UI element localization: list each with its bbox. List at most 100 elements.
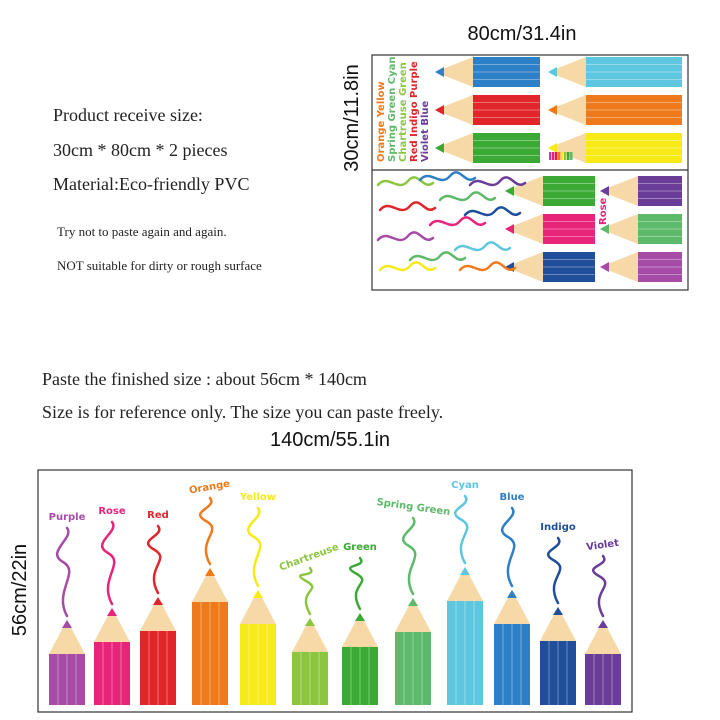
pencil-wood bbox=[505, 214, 543, 244]
squiggle bbox=[428, 216, 487, 227]
squiggle bbox=[376, 176, 435, 187]
pencil-tip bbox=[62, 620, 72, 628]
sheet-width: 80cm/31.4in bbox=[468, 23, 577, 45]
info-line: Product receive size: bbox=[53, 105, 203, 125]
pencil-wood bbox=[505, 252, 543, 282]
pencil-wood bbox=[140, 597, 176, 631]
pencil-label: Green bbox=[343, 542, 377, 553]
sheet-label: Violet Blue bbox=[420, 100, 431, 162]
pencil-body bbox=[494, 624, 530, 705]
pencil-tip bbox=[253, 590, 263, 598]
pencil-body bbox=[586, 133, 682, 163]
pencil-tip bbox=[553, 607, 563, 615]
swatch bbox=[567, 152, 570, 160]
pencil-tip bbox=[435, 67, 444, 77]
squiggle bbox=[376, 231, 435, 242]
squiggle bbox=[378, 261, 437, 272]
pencil-body bbox=[395, 632, 431, 705]
squiggle bbox=[55, 526, 71, 618]
sheet-label: Orange Yellow bbox=[376, 81, 387, 162]
pencil-tip bbox=[505, 224, 514, 234]
pencil-label: Yellow bbox=[239, 492, 276, 503]
sheet-label: Chartreuse Green bbox=[398, 62, 409, 162]
finished-line: Size is for reference only. The size you… bbox=[42, 402, 443, 422]
pencil-wood bbox=[395, 598, 431, 632]
pencil-wood bbox=[600, 252, 638, 282]
squiggle bbox=[408, 251, 467, 262]
pencil-label: Violet bbox=[586, 538, 620, 553]
pencil-wood bbox=[494, 590, 530, 624]
squiggle bbox=[348, 556, 364, 611]
pencil-body bbox=[543, 176, 595, 206]
pencil-label: Blue bbox=[500, 492, 525, 503]
pencil-label: Red bbox=[147, 510, 169, 521]
pencil-body bbox=[543, 214, 595, 244]
pencil-tip bbox=[153, 597, 163, 605]
wall-frame bbox=[37, 469, 633, 713]
pencil-tip bbox=[548, 67, 557, 77]
squiggle bbox=[198, 496, 214, 566]
sheet-height: 30cm/11.8in bbox=[341, 64, 363, 171]
info-line: 30cm * 80cm * 2 pieces bbox=[53, 140, 227, 160]
pencil-wood bbox=[240, 590, 276, 624]
pencil-tip bbox=[408, 598, 418, 606]
pencil-body bbox=[473, 95, 540, 125]
squiggle bbox=[463, 206, 522, 217]
squiggle bbox=[453, 241, 512, 252]
pencil-tip bbox=[507, 590, 517, 598]
pencil-tip bbox=[600, 186, 609, 196]
pencil-tip bbox=[548, 143, 557, 153]
pencil-label: Indigo bbox=[540, 522, 576, 533]
finished-height: 56cm/22in bbox=[9, 544, 31, 636]
pencil-tip bbox=[205, 568, 215, 576]
finished-line: Paste the finished size : about 56cm * 1… bbox=[42, 369, 367, 389]
swatch bbox=[561, 152, 564, 160]
swatch bbox=[549, 152, 552, 160]
swatch bbox=[552, 152, 555, 160]
pencil-body bbox=[586, 95, 682, 125]
squiggle bbox=[246, 506, 262, 588]
pencil-body bbox=[94, 642, 130, 705]
pencil-tip bbox=[305, 618, 315, 626]
pencil-wood bbox=[435, 133, 473, 163]
pencil-wood bbox=[435, 95, 473, 125]
pencil-wood bbox=[585, 620, 621, 654]
pencil-wood bbox=[49, 620, 85, 654]
pencil-tip bbox=[355, 613, 365, 621]
squiggle bbox=[298, 566, 314, 616]
pencil-wood bbox=[548, 57, 586, 87]
pencil-wood bbox=[600, 176, 638, 206]
sheet-label: Red Indigo Purple bbox=[409, 61, 420, 162]
note: NOT suitable for dirty or rough surface bbox=[57, 258, 262, 273]
squiggle bbox=[438, 191, 497, 202]
squiggle bbox=[100, 520, 116, 606]
swatch bbox=[555, 152, 558, 160]
pencil-body bbox=[540, 641, 576, 705]
pencil-body bbox=[638, 252, 682, 282]
pencil-wood bbox=[447, 567, 483, 601]
pencil-tip bbox=[435, 105, 444, 115]
squiggle bbox=[458, 261, 517, 272]
pencil-wood bbox=[540, 607, 576, 641]
squiggle bbox=[146, 524, 162, 595]
pencil-wood bbox=[435, 57, 473, 87]
pencil-wood bbox=[600, 214, 638, 244]
pencil-body bbox=[292, 652, 328, 705]
squiggle bbox=[401, 516, 417, 596]
pencil-body bbox=[49, 654, 85, 705]
squiggle bbox=[546, 536, 562, 605]
pencil-body bbox=[585, 654, 621, 705]
sheet-label: Spring Green Cyan bbox=[387, 56, 398, 162]
squiggle bbox=[468, 176, 527, 187]
pencil-body bbox=[192, 602, 228, 705]
pencil-body bbox=[473, 133, 540, 163]
swatch bbox=[564, 152, 567, 160]
note: Try not to paste again and again. bbox=[57, 224, 227, 239]
swatch bbox=[570, 152, 573, 160]
pencil-body bbox=[447, 601, 483, 705]
pencil-body bbox=[586, 57, 682, 87]
sheet bbox=[371, 54, 689, 291]
finished-width: 140cm/55.1in bbox=[270, 429, 390, 451]
pencil-label: Rose bbox=[98, 506, 126, 517]
